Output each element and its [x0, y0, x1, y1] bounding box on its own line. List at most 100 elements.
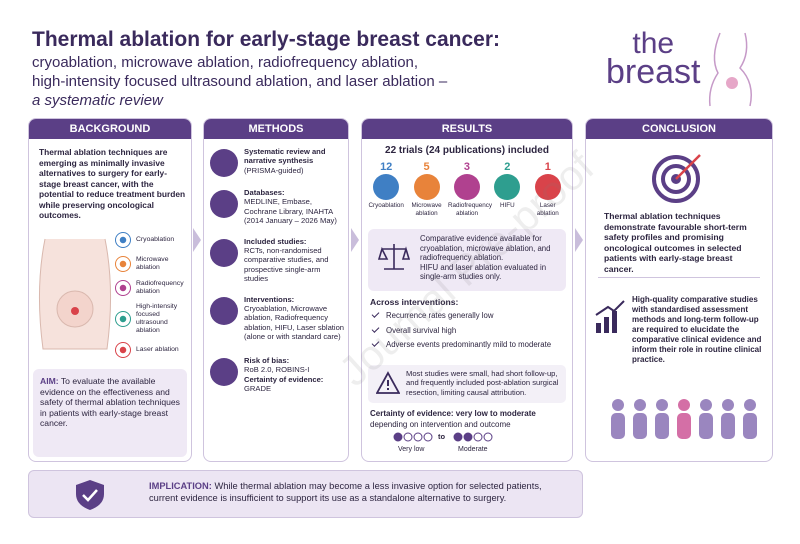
- subtitle-line: cryoablation, microwave ablation, radiof…: [32, 54, 419, 71]
- trial-icon: [373, 174, 400, 200]
- review-type: a systematic review: [32, 92, 163, 109]
- conclusion-text: Thermal ablation techniques demonstrate …: [604, 211, 747, 274]
- scale-low: Very low: [398, 446, 425, 453]
- people-icon: [611, 399, 757, 439]
- method-icon: [210, 357, 238, 386]
- method-item: Databases: MEDLINE, Embase, Cochrane Libr…: [210, 188, 346, 226]
- method-bold: Databases:: [244, 188, 285, 197]
- trial: 3 Radiofrequency ablation: [447, 161, 493, 223]
- trial-label: Radiofrequency ablation: [447, 202, 493, 217]
- trial-icon: [453, 174, 480, 200]
- check-icon: [371, 310, 380, 318]
- certainty-label: Certainty of evidence: very low to moder…: [370, 409, 536, 418]
- limitation-box: Most studies were small, had short follo…: [368, 365, 566, 403]
- trial-label: HIFU: [500, 202, 515, 209]
- method-detail: RoB 2.0, ROBINS-I: [244, 365, 310, 375]
- modality-icon: [115, 232, 131, 248]
- section-heading: CONCLUSION: [586, 119, 772, 139]
- aim: AIM: To evaluate the available evidence …: [33, 369, 187, 436]
- logo-figure: [708, 32, 752, 107]
- trial-icon: [494, 174, 521, 200]
- method-detail: MEDLINE, Embase, Cochrane Library, INAHT…: [244, 197, 337, 226]
- across-list: Recurrence rates generally low Overall su…: [370, 310, 566, 355]
- scale-icon: [378, 244, 410, 270]
- modality-label: Microwave ablation: [136, 256, 169, 271]
- modality: Cryoablation: [115, 231, 191, 249]
- certainty-dots: [393, 432, 493, 442]
- method-icon: [210, 296, 238, 325]
- shield-icon: [76, 480, 104, 510]
- aim-label: AIM:: [40, 376, 59, 386]
- method-text: Interventions: Cryoablation, Microwave ab…: [244, 295, 346, 342]
- trial-count: 1: [544, 161, 551, 173]
- trial-label: Microwave ablation: [411, 202, 442, 217]
- arrow: [193, 228, 201, 252]
- method-icon: [210, 238, 238, 267]
- comparative-box: Comparative evidence available for cryoa…: [368, 229, 566, 291]
- subtitle: cryoablation, microwave ablation, radiof…: [32, 53, 447, 110]
- arrow: [575, 228, 583, 252]
- modality-icon: [115, 256, 131, 272]
- method-bold: Risk of bias:: [244, 355, 290, 365]
- across-text: Overall survival high: [386, 325, 457, 335]
- method-bold: Interventions:: [244, 294, 295, 304]
- trial-counts: 12 Cryoablation 5 Microwave ablation 3 Radiof…: [366, 161, 568, 223]
- trial-label: Cryoablation: [368, 202, 404, 209]
- scale-high: Moderate: [458, 446, 488, 453]
- background-text: Thermal ablation techniques are emerging…: [39, 147, 186, 220]
- modality: High-intensity focused ultrasound ablati…: [115, 303, 191, 335]
- modality-label: Cryoablation: [136, 236, 175, 243]
- growth-icon: [595, 300, 625, 333]
- across-item: Adverse events predominantly mild to mod…: [370, 339, 566, 351]
- modality: Radiofrequency ablation: [115, 279, 191, 297]
- implication-label: IMPLICATION:: [149, 481, 212, 491]
- background-card: BACKGROUND Thermal ablation techniques a…: [28, 118, 192, 462]
- results-card: RESULTS 22 trials (24 publications) incl…: [361, 118, 573, 462]
- comparative-text: Comparative evidence available for cryoa…: [420, 234, 551, 262]
- single-arm-text: HIFU and laser ablation evaluated in sin…: [420, 262, 547, 282]
- modality-icon: [115, 311, 131, 327]
- trial-count: 5: [423, 161, 430, 173]
- method-item: Risk of bias: RoB 2.0, ROBINS-I Certainty …: [210, 356, 346, 394]
- across-item: Recurrence rates generally low: [370, 310, 566, 322]
- warning-icon: [376, 371, 400, 394]
- section-heading: BACKGROUND: [29, 119, 191, 139]
- across-text: Adverse events predominantly mild to mod…: [386, 340, 552, 349]
- modality-label: Laser ablation: [136, 346, 179, 353]
- trial-count: 2: [504, 161, 511, 173]
- trial: 2 HIFU: [488, 161, 526, 223]
- method-bold: Certainty of evidence:: [244, 374, 324, 384]
- subtitle-line: high-intensity focused ultrasound ablati…: [32, 73, 448, 90]
- modality: Microwave ablation: [115, 255, 191, 273]
- method-detail: RCTs, non-randomised comparative studies…: [244, 246, 329, 284]
- trial: 5 Microwave ablation: [408, 161, 446, 223]
- trial-count: 12: [380, 161, 393, 173]
- trial-label: Laser ablation: [536, 202, 559, 217]
- method-icon: [210, 149, 238, 177]
- title: Thermal ablation for early-stage breast …: [32, 28, 500, 51]
- trial-icon: [534, 174, 561, 200]
- method-bold: Systematic review and narrative synthesi…: [244, 147, 326, 166]
- method-text: Databases: MEDLINE, Embase, Cochrane Libr…: [244, 188, 346, 226]
- divider: [598, 277, 760, 278]
- across-item: Overall survival high: [370, 324, 566, 337]
- method-detail: (PRISMA-guided): [244, 165, 304, 175]
- aim-box: AIM: To evaluate the available evidence …: [33, 369, 187, 457]
- certainty: Certainty of evidence: very low to moder…: [370, 409, 536, 430]
- method-item: Included studies: RCTs, non-randomised co…: [210, 237, 346, 284]
- method-detail: GRADE: [244, 383, 272, 393]
- method-text: Included studies: RCTs, non-randomised co…: [244, 237, 346, 284]
- method-item: Systematic review and narrative synthesi…: [210, 147, 346, 177]
- torso-illustration: [38, 238, 112, 350]
- logo-word: the: [632, 27, 675, 60]
- method-item: Interventions: Cryoablation, Microwave ab…: [210, 295, 346, 342]
- scale-to: to: [438, 432, 446, 441]
- method-detail: Cryoablation, Microwave ablation, Radiof…: [244, 304, 345, 342]
- aim-text: To evaluate the available evidence on th…: [40, 376, 180, 428]
- implication: IMPLICATION: While thermal ablation may …: [149, 480, 569, 504]
- implication-box: IMPLICATION: While thermal ablation may …: [28, 470, 583, 518]
- modality-icon: [115, 342, 131, 358]
- results-summary: 22 trials (24 publications) included: [385, 145, 549, 156]
- conclusion-text: High-quality comparative studies with st…: [632, 295, 762, 364]
